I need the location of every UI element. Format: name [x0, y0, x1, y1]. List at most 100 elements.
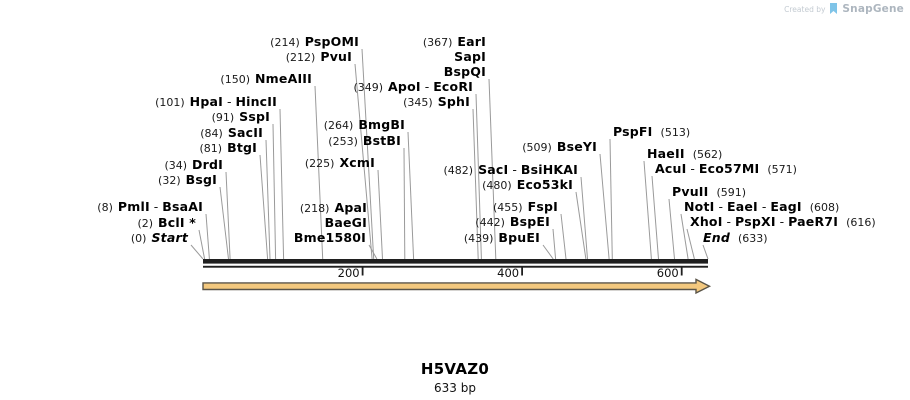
leader-line-81 [259, 154, 269, 260]
enzyme-name: BspEI [509, 214, 550, 229]
enzyme-name: XcmI [339, 155, 375, 170]
enzyme-name: PaeR7I [788, 214, 839, 229]
site-label-start: (0) Start [131, 231, 188, 245]
enzyme-name: PvuII [672, 184, 709, 199]
site-label-sphi: (345) SphI [403, 95, 470, 109]
site-position: (442) [475, 216, 505, 229]
enzyme-name: SapI [454, 49, 486, 64]
site-position: (212) [285, 51, 316, 64]
leader-line-345 [472, 108, 479, 260]
watermark-brand: SnapGene [842, 3, 904, 15]
leader-line-264 [407, 131, 415, 260]
leader-line-214 [361, 48, 375, 260]
name-separator: - [775, 214, 789, 229]
site-label-bstbi: (253) BstBI [328, 134, 401, 148]
enzyme-name: BsiHKAI [520, 162, 578, 177]
leader-line-34 [225, 171, 231, 260]
site-position: (218) [299, 202, 330, 215]
enzyme-name: BstBI [362, 133, 401, 148]
enzyme-name: EcoRI [433, 79, 473, 94]
site-label-haeii: HaeII (562) [647, 147, 722, 161]
enzyme-name: BsgI [185, 172, 217, 187]
site-label-pspfi: PspFI (513) [613, 125, 690, 139]
leader-line-608 [680, 213, 689, 260]
enzyme-name: BsaAI [162, 199, 203, 214]
ruler-label-200: 200 [337, 265, 360, 280]
map-length: 633 bp [434, 381, 476, 395]
enzyme-name: BclI * [158, 215, 196, 230]
site-label-apoi-ecori: (349) ApoI - EcoRI [353, 80, 473, 94]
ruler-line [203, 265, 708, 268]
site-position: (633) [738, 232, 768, 245]
leader-line-218 [368, 244, 378, 260]
site-label-xhoi-pspxi-paer7i: XhoI - PspXI - PaeR7I (616) [690, 215, 876, 229]
ruler-tick-600 [680, 267, 683, 276]
site-position: (91) [211, 111, 235, 124]
site-position: (81) [199, 142, 223, 155]
site-label-bspqi: BspQI [444, 65, 486, 78]
name-separator: - [686, 161, 699, 176]
site-label-nmeaiii: (150) NmeAIII [220, 72, 312, 86]
enzyme-name: EaeI [726, 199, 758, 214]
site-label-acui-eco57mi: AcuI - Eco57MI (571) [655, 162, 797, 176]
site-position: (349) [353, 81, 384, 94]
name-separator: - [722, 214, 736, 229]
enzyme-name: NotI [684, 199, 715, 214]
site-position: (150) [220, 73, 250, 86]
leader-line-32 [219, 186, 229, 260]
enzyme-name: EarI [457, 34, 486, 49]
site-position: (455) [493, 201, 523, 214]
ruler-tick-400 [521, 267, 523, 276]
enzyme-name: HpaI [189, 94, 223, 109]
leader-line-482 [580, 176, 588, 260]
ruler-label-400: 400 [497, 265, 520, 280]
leader-line-349 [475, 93, 482, 260]
snapgene-logo-shape [830, 3, 838, 14]
site-position: (345) [403, 96, 433, 109]
site-position: (562) [692, 148, 723, 161]
leader-line-616 [686, 228, 695, 260]
site-label-pvui: (212) PvuI [286, 50, 352, 64]
enzyme-name: SacII [227, 125, 263, 140]
site-position: (101) [155, 96, 185, 109]
site-label-apai: (218) ApaI [300, 201, 367, 215]
leader-line-571 [651, 175, 659, 260]
leader-line-253 [403, 147, 406, 260]
enzyme-name: Bme1580I [293, 230, 366, 245]
site-position: (2) [137, 217, 154, 230]
enzyme-name: XhoI [690, 214, 723, 229]
leader-line-442 [552, 228, 557, 260]
enzyme-name: PmlI [117, 199, 150, 214]
site-label-pspomi: (214) PspOMI [270, 35, 359, 49]
enzyme-name: DrdI [192, 157, 223, 172]
leader-line-367 [488, 78, 497, 260]
site-label-pvuii: PvuII (591) [672, 185, 746, 199]
enzyme-name: PspOMI [304, 34, 359, 49]
site-label-eco53ki: (480) Eco53kI [482, 178, 573, 192]
site-label-fspi: (455) FspI [493, 200, 558, 214]
leader-lines [190, 48, 709, 260]
site-position: (509) [522, 141, 552, 154]
site-label-saci-bsihkai: (482) SacI - BsiHKAI [443, 163, 578, 177]
site-label-bspei: (442) BspEI [475, 215, 550, 229]
site-position: (264) [323, 119, 354, 132]
site-label-bpuei: (439) BpuEI [464, 231, 540, 245]
enzyme-name: ApaI [334, 200, 367, 215]
site-position: (8) [97, 201, 113, 214]
site-position: (225) [304, 157, 335, 170]
site-label-end: End (633) [703, 231, 768, 245]
leader-line-0 [190, 244, 204, 260]
leader-line-2 [198, 229, 206, 260]
enzyme-name: BseYI [556, 139, 597, 154]
enzyme-name: BspQI [443, 64, 486, 79]
site-position: (480) [482, 179, 512, 192]
enzyme-name: Eco53kI [516, 177, 573, 192]
enzyme-name: SspI [239, 109, 270, 124]
enzyme-name: BaeGI [324, 215, 367, 230]
site-position: (253) [328, 135, 358, 148]
enzyme-name: BmgBI [358, 117, 405, 132]
ruler-ticks [361, 267, 683, 276]
